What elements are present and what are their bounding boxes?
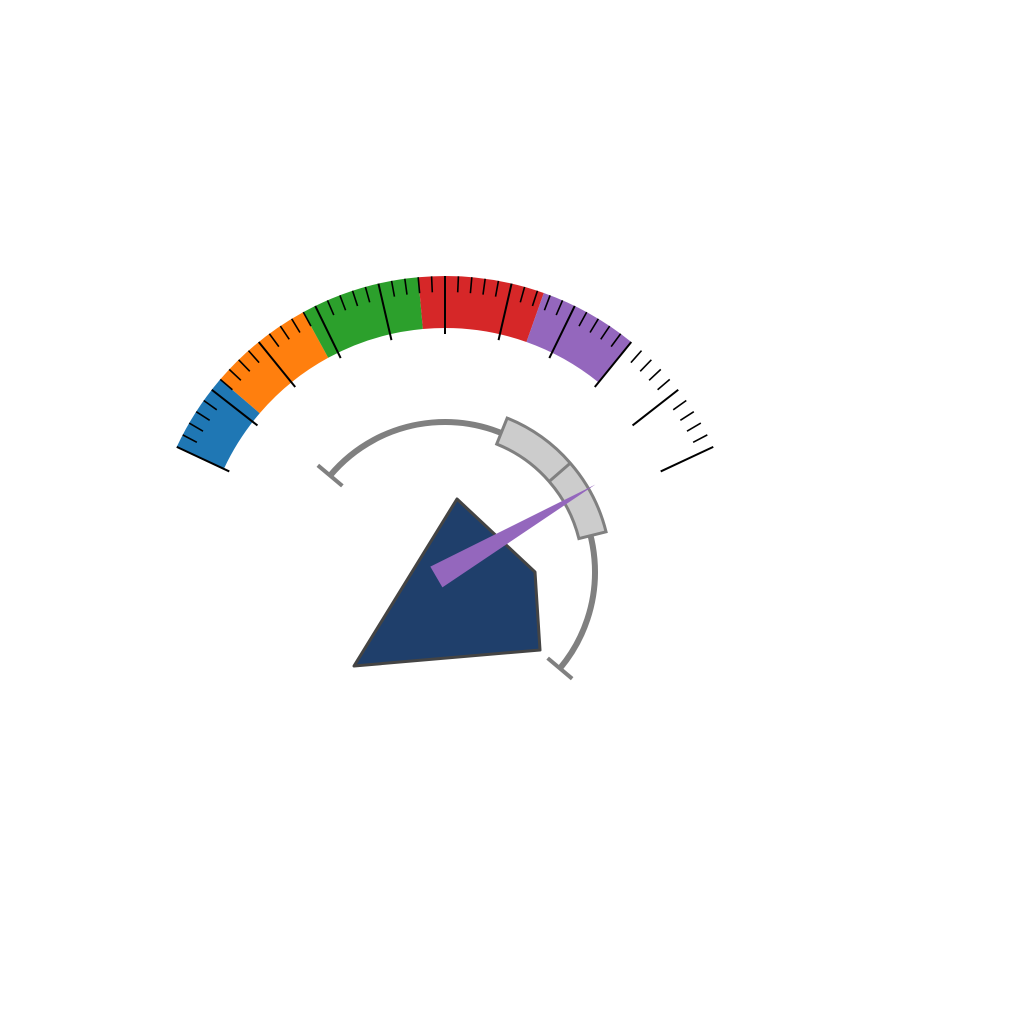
minor-tick <box>630 350 643 364</box>
major-tick <box>314 305 342 359</box>
minor-tick <box>279 325 290 340</box>
minor-tick <box>404 278 408 295</box>
minor-tick <box>456 276 460 293</box>
minor-tick <box>238 359 251 372</box>
minor-tick <box>195 410 211 421</box>
minor-tick <box>219 378 233 391</box>
minor-tick <box>639 359 652 372</box>
inner-ring-end-cap <box>546 656 574 681</box>
minor-tick <box>519 286 526 303</box>
gauge-needle-group <box>430 484 596 588</box>
minor-tick <box>648 368 662 381</box>
major-tick <box>548 305 576 359</box>
minor-tick <box>600 325 611 340</box>
major-tick <box>211 388 259 427</box>
minor-tick <box>482 278 486 295</box>
minor-tick <box>188 422 204 432</box>
minor-tick <box>228 368 242 381</box>
inner-ring-highlight-divider <box>548 461 572 483</box>
minor-tick <box>351 290 359 307</box>
minor-tick <box>543 295 551 311</box>
major-tick <box>594 341 633 388</box>
minor-tick <box>203 399 218 411</box>
minor-tick <box>247 350 260 364</box>
minor-tick <box>610 333 622 348</box>
minor-tick <box>657 378 671 391</box>
color-band-5 <box>526 292 632 383</box>
color-band-3 <box>303 277 423 358</box>
major-tick <box>497 283 513 341</box>
major-tick <box>631 388 679 427</box>
minor-tick <box>672 399 687 411</box>
gauge-needle <box>430 484 596 588</box>
minor-tick <box>182 434 198 443</box>
minor-tick <box>364 286 371 303</box>
minor-tick <box>494 280 500 297</box>
major-tick <box>257 341 296 388</box>
minor-tick <box>469 277 473 294</box>
major-tick <box>377 283 393 341</box>
major-tick <box>176 445 230 473</box>
minor-tick <box>430 276 434 293</box>
minor-tick <box>589 318 600 333</box>
minor-tick <box>692 434 708 443</box>
inner-ring <box>316 416 608 681</box>
minor-tick <box>339 295 347 311</box>
minor-tick <box>268 333 280 348</box>
color-band-4 <box>418 276 544 342</box>
major-tick <box>660 445 714 473</box>
color-bands <box>176 276 632 469</box>
minor-tick <box>390 280 396 297</box>
color-band-1 <box>176 379 260 469</box>
minor-tick <box>686 422 702 432</box>
minor-tick <box>290 318 301 333</box>
minor-tick <box>326 300 335 316</box>
minor-tick <box>417 277 421 294</box>
minor-tick <box>555 300 564 316</box>
minor-tick <box>302 311 312 327</box>
inner-ring-start-cap <box>316 463 344 488</box>
minor-tick <box>679 410 695 421</box>
scale-ticks <box>176 276 714 473</box>
minor-tick <box>531 290 539 307</box>
minor-tick <box>578 311 588 327</box>
